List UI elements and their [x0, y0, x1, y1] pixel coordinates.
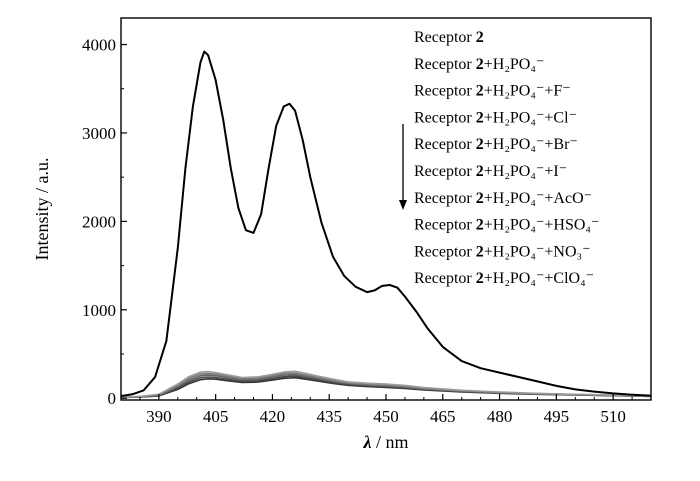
x-tick-label: 450: [373, 407, 399, 426]
x-tick-label: 420: [260, 407, 286, 426]
x-axis-title: λ / nm: [362, 432, 408, 452]
plot-lines: [121, 50, 651, 399]
legend-entry: Receptor 2+H₂PO₄⁻+Cl⁻: [414, 109, 577, 126]
x-tick-label: 435: [316, 407, 342, 426]
x-tick-label: 480: [487, 407, 513, 426]
legend-entry: Receptor 2+H₂PO₄⁻+I⁻: [414, 163, 567, 180]
axis-ticks: [120, 43, 652, 400]
arrow-head: [399, 200, 407, 210]
y-axis-title: Intensity / a.u.: [32, 158, 52, 261]
x-tick-label: 495: [544, 407, 570, 426]
x-tick-label: 465: [430, 407, 456, 426]
legend-entry: Receptor 2+H₂PO₄⁻+AcO⁻: [414, 190, 592, 207]
legend-entry: Receptor 2+H₂PO₄⁻+HSO₄⁻: [414, 217, 599, 234]
plot-frame: [120, 17, 652, 401]
legend-entry: Receptor 2+H₂PO₄⁻+ClO₄⁻: [414, 270, 594, 287]
legend-entry: Receptor 2+H₂PO₄⁻: [414, 56, 544, 73]
x-tick-label: 405: [203, 407, 229, 426]
legend: Receptor 2 Receptor 2+H₂PO₄⁻ Receptor 2+H₂…: [414, 29, 599, 287]
y-tick-label: 2000: [82, 212, 116, 231]
y-tick-label: 3000: [82, 124, 116, 143]
y-tick-label: 4000: [82, 36, 116, 55]
y-tick-label: 0: [108, 389, 117, 408]
series-line-0: [121, 50, 651, 397]
legend-entry: Receptor 2+H₂PO₄⁻+NO₃⁻: [414, 243, 591, 260]
x-tick-label: 510: [600, 407, 626, 426]
y-tick-label: 1000: [82, 301, 116, 320]
legend-entry: Receptor 2+H₂PO₄⁻+Br⁻: [414, 136, 578, 153]
legend-arrow: [399, 124, 407, 210]
legend-entry: Receptor 2: [414, 29, 484, 46]
x-tick-label: 390: [146, 407, 172, 426]
legend-entry: Receptor 2+H₂PO₄⁻+F⁻: [414, 83, 571, 100]
series-line-1: [121, 370, 651, 399]
tick-labels: 390 405 420 435 450 465 480 495 510 0 1000 2000 3000…: [82, 36, 626, 426]
